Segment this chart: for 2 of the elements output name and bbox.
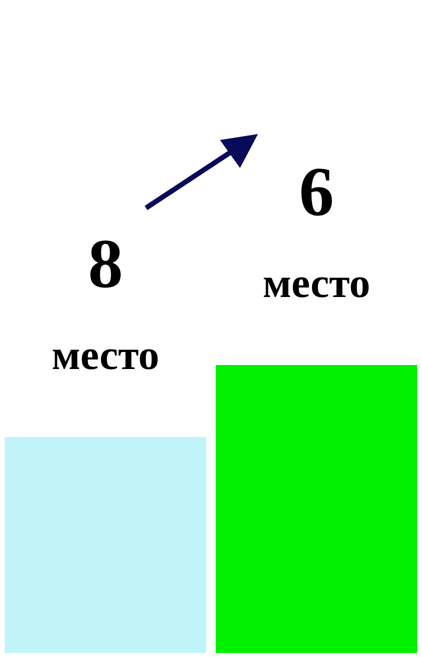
annotation: 8 место [52, 226, 160, 379]
text: 6 место [262, 154, 370, 307]
